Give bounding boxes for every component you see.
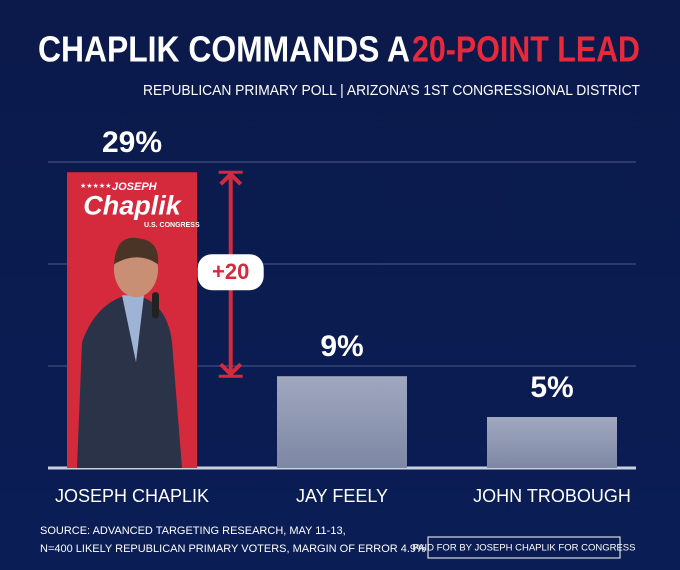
chart-subtitle: REPUBLICAN PRIMARY POLL | ARIZONA’S 1ST … <box>143 82 640 99</box>
bar <box>487 417 617 468</box>
value-label: 9% <box>320 330 363 363</box>
arrow-head <box>219 362 243 378</box>
logo-last: Chaplik <box>83 190 183 220</box>
arrow-head <box>219 171 243 186</box>
logo-office: U.S. CONGRESS <box>144 222 200 229</box>
chart-title: CHAPLIK COMMANDS A <box>38 29 410 70</box>
figure-mic <box>152 292 159 319</box>
chart-title-highlight: 20-POINT LEAD <box>412 29 640 70</box>
source-line: SOURCE: ADVANCED TARGETING RESEARCH, MAY… <box>40 525 346 537</box>
figure-suit <box>77 294 182 468</box>
figure-shirt <box>122 295 144 363</box>
logo-first: JOSEPH <box>112 181 158 193</box>
x-tick-label: JOSEPH CHAPLIK <box>55 486 209 506</box>
logo-stars: ★★★★★ <box>80 182 111 190</box>
paid-for: PAID FOR BY JOSEPH CHAPLIK FOR CONGRESS <box>413 543 636 554</box>
bar <box>277 376 407 468</box>
plot-area: 29% JOSEPH CHAPLIK 9% JAY FEELY 5% JOHN TROBO… <box>48 126 636 506</box>
paid-for-box <box>427 536 621 559</box>
source-line: N=400 LIKELY REPUBLICAN PRIMARY VOTERS, … <box>40 543 426 555</box>
figure-hair <box>114 237 159 265</box>
x-tick-label: JOHN TROBOUGH <box>473 486 631 506</box>
value-label: 29% <box>102 126 162 159</box>
annotation: +20 <box>212 259 249 284</box>
annotation-pill <box>197 254 264 291</box>
value-label: 5% <box>530 371 573 404</box>
x-tick-label: JAY FEELY <box>296 486 388 506</box>
